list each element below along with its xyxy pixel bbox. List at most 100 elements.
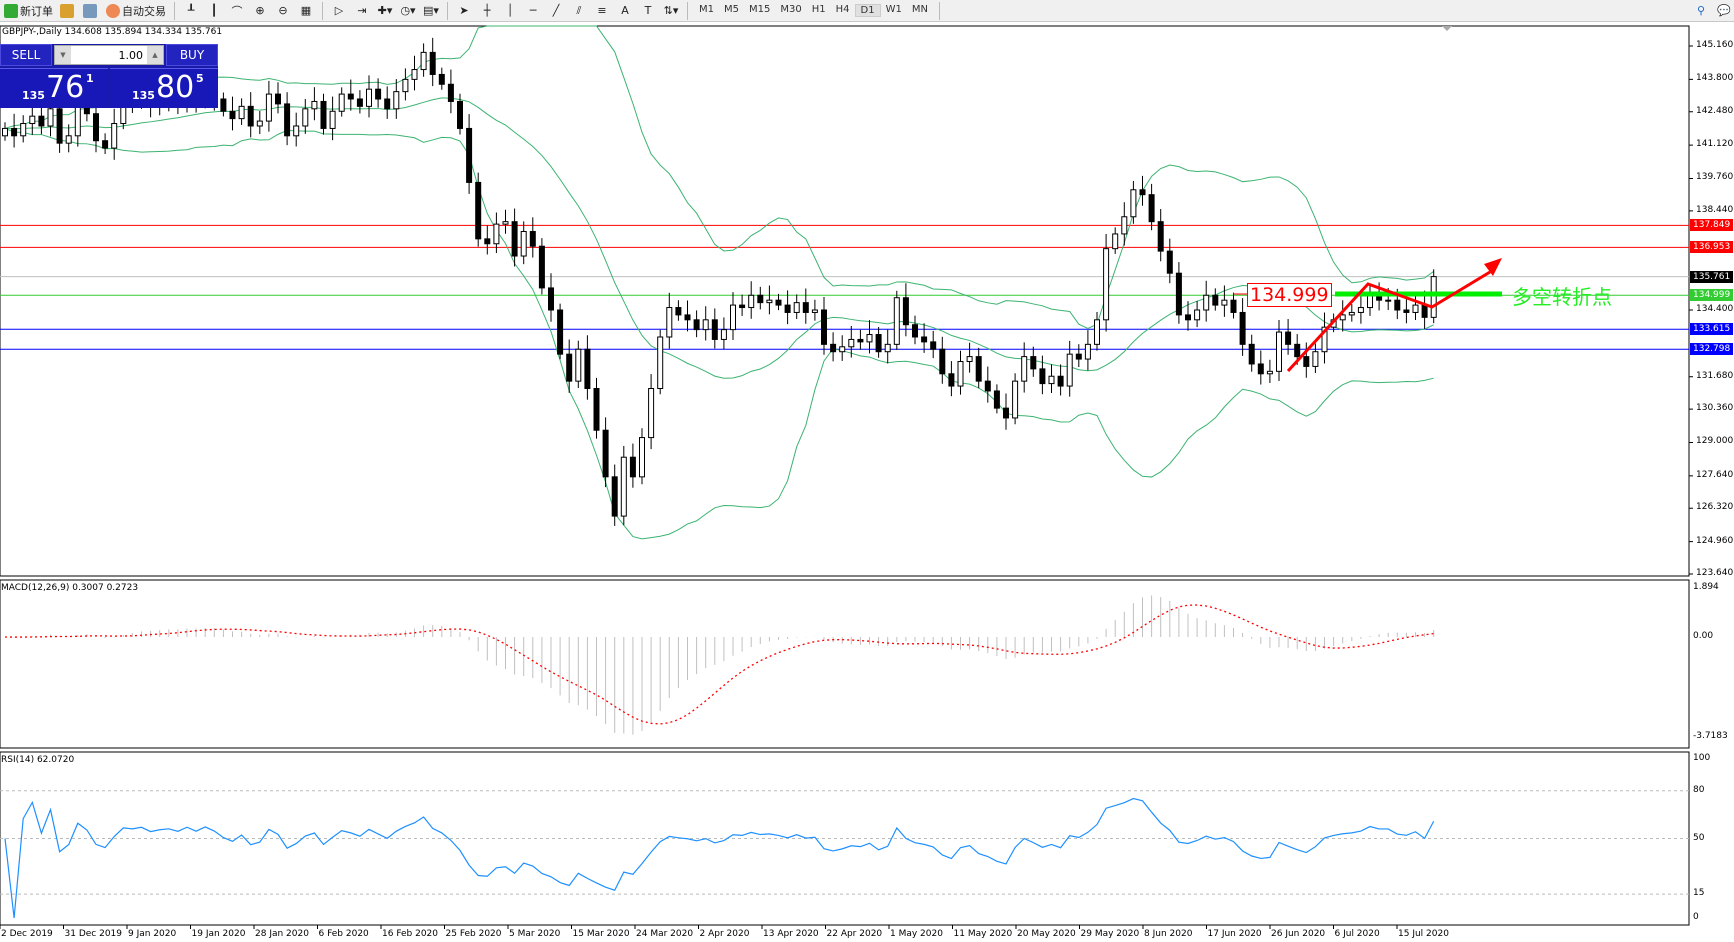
bollinger-band-middle	[4, 97, 1434, 379]
candle-body	[566, 353, 573, 382]
lot-decrease-button[interactable]: ▼	[55, 46, 71, 64]
vertical-line-tool[interactable]: │	[506, 4, 514, 17]
auto-trading-button[interactable]: 自动交易	[104, 2, 168, 20]
timeframe-d1[interactable]: D1	[854, 4, 881, 17]
search-icon[interactable]: ⚲	[1696, 4, 1706, 17]
candle-body	[830, 343, 837, 353]
candle-body	[912, 324, 918, 338]
indicators-button[interactable]: ✚▾	[377, 4, 393, 17]
timeframe-h4[interactable]: H4	[835, 4, 850, 15]
zoom-in-button[interactable]: ⊕	[255, 4, 265, 17]
candle-body	[356, 98, 363, 107]
fibonacci-tool[interactable]: ≡	[597, 4, 607, 17]
trendline-tool[interactable]: ╱	[552, 4, 560, 17]
timeframe-mn[interactable]: MN	[911, 4, 928, 15]
market-watch-button[interactable]	[58, 2, 78, 20]
chart-canvas[interactable]	[0, 22, 1734, 942]
chart-shift-button[interactable]: ⇥	[357, 4, 367, 17]
zoom-out-button[interactable]: ⊖	[278, 4, 288, 17]
terminal-icon	[83, 3, 97, 18]
line-chart-button[interactable]: ⌒	[231, 4, 243, 18]
one-click-trading-panel: SELL ▼ ▲ BUY 135 76 1 135 80 5	[0, 44, 218, 108]
timeframe-m15[interactable]: M15	[749, 4, 771, 15]
rsi-axis-label: 100	[1693, 753, 1711, 763]
candle-body	[1030, 356, 1037, 370]
candle-body	[548, 287, 554, 311]
candle-body	[1112, 233, 1119, 250]
timeframe-m1[interactable]: M1	[699, 4, 714, 15]
new-order-button[interactable]: 新订单	[2, 2, 55, 20]
timeframe-w1[interactable]: W1	[885, 4, 902, 15]
candle-body	[1266, 370, 1273, 375]
sell-price[interactable]: 135 76 1	[0, 68, 108, 108]
candle-body	[2, 127, 8, 137]
level-price-tag: 133.615	[1690, 323, 1734, 336]
channel-tool[interactable]: ⫽	[576, 3, 582, 17]
timeframe-m30[interactable]: M30	[780, 4, 802, 15]
bollinger-band-lower	[4, 127, 1434, 540]
divider	[938, 1, 940, 20]
horizontal-line-tool[interactable]: ─	[529, 4, 537, 17]
date-axis-label: 29 May 2020	[1080, 929, 1140, 939]
candle-body	[329, 110, 336, 129]
timeframe-m5[interactable]: M5	[724, 4, 739, 15]
arrows-tool[interactable]: ⇅▾	[663, 4, 679, 17]
timeframe-h1[interactable]: H1	[811, 4, 826, 15]
candle-body	[1194, 309, 1201, 321]
candle-body	[366, 88, 372, 107]
price-label-annotation[interactable]: 134.999	[1247, 283, 1332, 307]
lot-stepper[interactable]: ▼ ▲	[54, 45, 164, 65]
plus-icon	[4, 3, 18, 18]
candle-body	[1421, 304, 1428, 318]
turning-point-text[interactable]: 多空转折点	[1512, 285, 1612, 309]
navigator-button[interactable]	[81, 2, 101, 20]
date-axis-label: 6 Jul 2020	[1334, 929, 1380, 939]
rsi-line	[4, 797, 1435, 919]
candle-body	[839, 346, 846, 353]
lot-increase-button[interactable]: ▲	[147, 46, 163, 64]
candle-body	[1157, 221, 1164, 252]
candle-body	[29, 115, 36, 125]
bar-chart-button[interactable]: ┸	[187, 4, 195, 17]
candle-body	[1130, 189, 1137, 218]
divider	[447, 1, 448, 20]
sell-price-big: 135	[22, 89, 45, 102]
candle-body	[1039, 368, 1046, 385]
lot-input[interactable]	[71, 48, 147, 62]
candle-body	[1094, 319, 1100, 345]
trend-arrow-path	[1286, 270, 1491, 373]
candle-body	[720, 329, 727, 340]
date-axis-label: 11 May 2020	[953, 929, 1013, 939]
candle-body	[1348, 311, 1355, 316]
crosshair-tool[interactable]: ┼	[483, 4, 491, 17]
candle-chart-button[interactable]: ┃	[210, 4, 218, 17]
text-tool[interactable]: A	[621, 4, 629, 17]
candle-body	[1276, 331, 1282, 372]
tile-windows-button[interactable]: ▦	[300, 4, 312, 17]
macd-axis-label: 0.00	[1693, 631, 1714, 641]
chat-icon[interactable]: 💬	[1717, 4, 1731, 17]
autoscroll-button[interactable]: ▷	[334, 4, 344, 17]
date-axis-label: 15 Mar 2020	[572, 929, 630, 939]
candle-body	[1148, 194, 1155, 223]
date-axis-label: 17 Jun 2020	[1207, 929, 1262, 939]
periods-button[interactable]: ◷▾	[400, 4, 416, 17]
candle-body	[93, 113, 99, 142]
buy-button[interactable]: BUY	[166, 44, 218, 66]
cursor-tool[interactable]: ➤	[459, 4, 469, 17]
candle-body	[402, 78, 409, 93]
chart-shift-marker-icon	[1442, 26, 1452, 31]
candle-body	[666, 307, 673, 338]
date-axis-label: 5 Mar 2020	[509, 929, 561, 939]
buy-price[interactable]: 135 80 5	[110, 68, 218, 108]
templates-button[interactable]: ▤▾	[423, 4, 439, 17]
macd-panel-frame	[0, 579, 1690, 749]
sell-button[interactable]: SELL	[0, 44, 52, 66]
label-tool[interactable]: T	[644, 4, 652, 17]
candle-body	[11, 127, 18, 137]
candle-body	[1367, 294, 1373, 309]
candle-body	[702, 319, 709, 331]
candle-body	[1057, 375, 1064, 387]
candle-body	[338, 93, 345, 112]
candle-body	[438, 73, 445, 85]
